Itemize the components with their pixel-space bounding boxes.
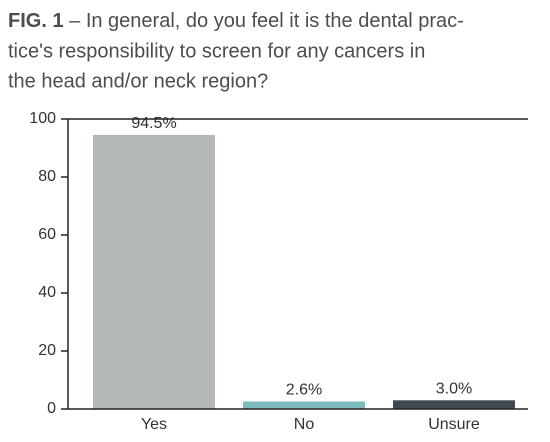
chart-title: FIG. 1 – In general, do you feel it is t… — [8, 10, 464, 32]
figure-label: FIG. 1 — [8, 10, 64, 32]
title-line: tice's responsibility to screen for any … — [8, 40, 425, 62]
value-label: 3.0% — [436, 381, 472, 398]
bar — [393, 400, 515, 409]
y-tick-label: 0 — [47, 400, 56, 417]
bar — [93, 134, 215, 409]
title-line: the head and/or neck region? — [8, 70, 268, 92]
y-tick-label: 60 — [38, 226, 56, 243]
y-tick-label: 100 — [29, 110, 56, 127]
value-label: 2.6% — [286, 382, 322, 399]
title-line: – In general, do you feel it is the dent… — [69, 10, 464, 32]
bar — [243, 401, 365, 409]
value-label: 94.5% — [131, 115, 176, 132]
x-tick-label: No — [294, 416, 315, 433]
y-tick-label: 40 — [38, 284, 56, 301]
x-tick-label: Yes — [141, 416, 167, 433]
y-tick-label: 20 — [38, 342, 56, 359]
y-tick-label: 80 — [38, 168, 56, 185]
x-tick-label: Unsure — [428, 416, 480, 433]
